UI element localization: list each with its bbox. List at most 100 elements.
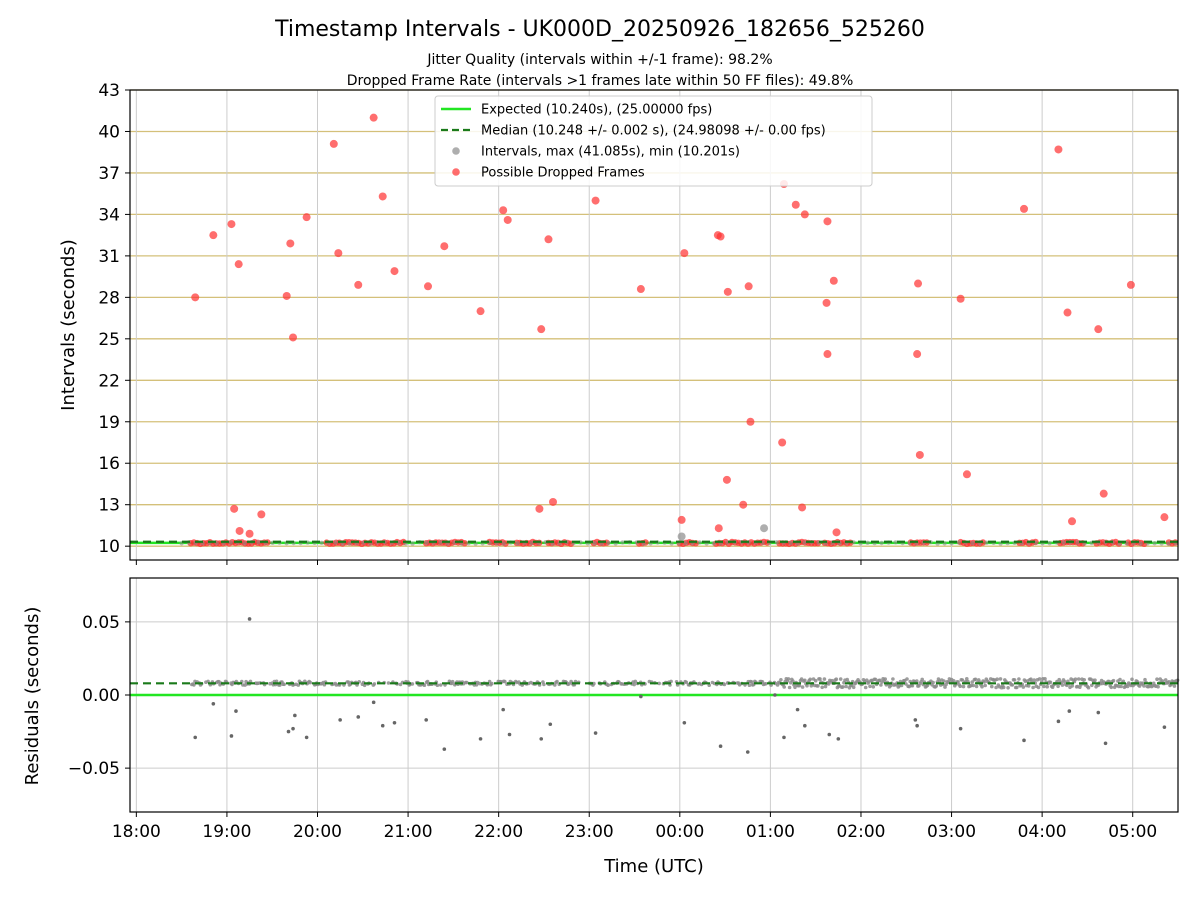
top-y-tick-label: 43 [98,81,120,101]
residual-point [899,683,904,688]
residual-point [956,680,960,684]
residual-point [808,677,812,682]
dropped-frame-point [245,529,254,538]
residual-point [1076,677,1081,681]
residual-point [450,679,455,684]
dropped-frame-point [537,325,546,334]
residual-point [1155,677,1159,681]
residual-point [1082,678,1086,682]
residual-point [883,677,887,681]
residual-point [931,680,935,685]
interval-outlier-point [760,524,769,533]
x-tick-label: 00:00 [655,822,704,842]
residual-point [951,679,956,683]
residual-point [791,679,795,683]
x-axis-label: Time (UTC) [603,856,704,877]
residual-point [965,677,969,681]
residual-point [841,685,845,689]
residual-point [749,680,754,684]
residual-point [542,682,546,687]
residual-point [684,680,689,685]
residual-point [873,677,878,682]
residual-point [438,683,443,687]
dropped-frame-point [227,220,236,229]
dropped-frame-point [503,215,512,224]
dropped-frame-point [235,526,244,535]
dropped-frame-point [329,139,338,148]
residual-outlier-point [304,735,309,740]
residual-point [820,685,824,690]
residual-point [973,677,978,682]
residual-outlier-point [229,734,234,738]
interval-point [893,540,898,545]
residual-outlier-point [548,722,553,727]
residual-point [823,684,828,689]
residual-point [1172,684,1177,688]
dropped-frame-point [289,333,298,342]
x-tick-label: 04:00 [1018,822,1067,842]
dropped-frame-point [744,282,753,291]
residual-point [782,685,786,689]
residual-outlier-point [1096,710,1101,715]
dropped-frame-point [823,217,832,226]
residual-point [567,682,571,686]
residual-point [1048,680,1053,685]
residual-point [879,683,883,687]
legend-swatch-marker [452,168,460,176]
residual-point [763,682,768,686]
residual-point [386,681,391,685]
interval-point [333,540,338,545]
residual-point [1130,677,1134,682]
residual-point [1037,677,1042,681]
dropped-frame-point [746,417,755,426]
dropped-frame-point [282,291,291,300]
interval-point [1138,541,1143,546]
top-y-tick-label: 19 [98,413,120,433]
interval-point [501,541,506,546]
residual-point [961,684,966,689]
interval-point [711,541,716,546]
residual-point [490,681,494,686]
dropped-frame-point [739,500,748,509]
dropped-frame-point [209,231,218,240]
residual-point [905,677,909,681]
residual-point [1109,685,1114,690]
top-y-tick-label: 22 [98,371,120,391]
chart-title: Timestamp Intervals - UK000D_20250926_18… [274,17,925,42]
residual-outlier-point [1067,709,1072,713]
residual-outlier-point [380,723,385,728]
dropped-frame-point [791,200,800,209]
residual-point [1010,683,1015,687]
residual-point [1021,685,1026,689]
chart-subtitle-jitter: Jitter Quality (intervals within +/-1 fr… [426,52,772,68]
residual-outlier-point [913,718,918,722]
residual-point [503,679,507,684]
interval-point [774,540,779,545]
residual-point [787,685,792,690]
residual-point [1015,685,1019,690]
residual-point [282,682,287,687]
residual-point [786,677,791,681]
residual-outlier-point [478,737,483,741]
top-y-axis-label: Intervals (seconds) [58,239,79,411]
dropped-frame-point [257,510,266,519]
x-tick-label: 05:00 [1108,822,1157,842]
chart-legend: Expected (10.240s), (25.00000 fps) Median… [434,95,873,187]
residual-outlier-point [291,726,295,731]
x-tick-label: 22:00 [474,822,523,842]
interval-point [620,540,625,545]
residual-point [863,685,868,690]
residual-outlier-point [782,735,786,740]
interval-point [410,541,415,546]
x-tick-label: 18:00 [112,822,161,842]
residual-point [1125,684,1130,689]
residual-point [891,677,895,681]
residual-outlier-point [1056,719,1061,724]
residual-point [1111,678,1116,683]
interval-point [984,540,989,545]
interval-point [697,540,702,545]
residual-outlier-point [293,713,297,718]
residual-point [1141,681,1145,685]
dropped-frame-point [1068,517,1077,526]
bottom-y-tick-label: 0.00 [82,686,120,706]
